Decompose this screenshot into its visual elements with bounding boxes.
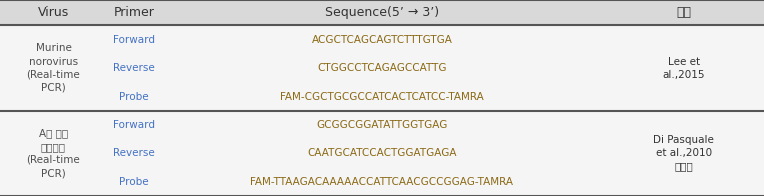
FancyBboxPatch shape: [0, 0, 764, 25]
Text: Reverse: Reverse: [113, 63, 154, 73]
Text: Sequence(5’ → 3’): Sequence(5’ → 3’): [325, 6, 439, 19]
Text: CTGGCCTCAGAGCCATTG: CTGGCCTCAGAGCCATTG: [317, 63, 447, 73]
Text: Di Pasquale
et al.,2010
식약처: Di Pasquale et al.,2010 식약처: [653, 135, 714, 172]
Text: Forward: Forward: [113, 120, 154, 130]
Text: Reverse: Reverse: [113, 148, 154, 158]
Text: Forward: Forward: [113, 35, 154, 45]
Text: Probe: Probe: [119, 177, 148, 187]
Text: Lee et
al.,2015: Lee et al.,2015: [662, 56, 705, 80]
Text: FAM-TTAAGACAAAAACCATTCAACGCCGGAG-TAMRA: FAM-TTAAGACAAAAACCATTCAACGCCGGAG-TAMRA: [251, 177, 513, 187]
Text: ACGCTCAGCAGTCTTTGTGA: ACGCTCAGCAGTCTTTGTGA: [312, 35, 452, 45]
Text: Virus: Virus: [38, 6, 69, 19]
Text: A형 간염
바이러스
(Real-time
PCR): A형 간염 바이러스 (Real-time PCR): [27, 129, 80, 178]
Text: CAATGCATCCACTGGATGAGA: CAATGCATCCACTGGATGAGA: [307, 148, 457, 158]
Text: FAM-CGCTGCGCCATCACTCATCC-TAMRA: FAM-CGCTGCGCCATCACTCATCC-TAMRA: [280, 92, 484, 102]
Text: Probe: Probe: [119, 92, 148, 102]
Text: Murine
norovirus
(Real-time
PCR): Murine norovirus (Real-time PCR): [27, 43, 80, 93]
Text: 출처: 출처: [676, 6, 691, 19]
Text: Primer: Primer: [113, 6, 154, 19]
Text: GCGGCGGATATTGGTGAG: GCGGCGGATATTGGTGAG: [316, 120, 448, 130]
